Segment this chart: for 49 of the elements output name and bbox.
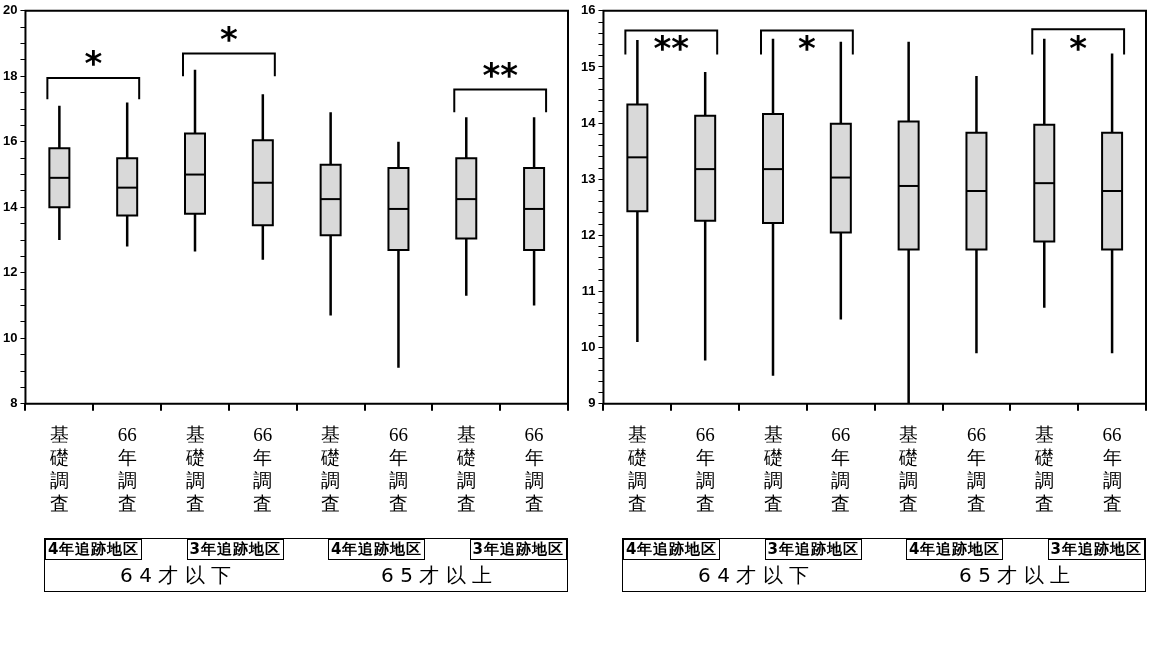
y-tick-label: 16	[2, 133, 18, 149]
annotation: **	[482, 54, 519, 95]
annotation: *	[220, 18, 239, 59]
x-tick-label: 66年調査	[524, 424, 544, 514]
y-tick-label: 14	[2, 198, 19, 214]
x-tick-label: 66年調査	[253, 424, 273, 514]
text: 6 4 才 以 下	[698, 562, 809, 589]
text: 4年追跡地区	[623, 539, 721, 560]
x-tick-label: 66年調査	[1102, 424, 1122, 514]
x-tick-label: 66年調査	[695, 424, 715, 514]
y-tick-label: 12	[580, 226, 596, 242]
text: 3年追跡地区	[186, 539, 284, 560]
x-tick-label: 基礎調査	[184, 424, 205, 514]
x-tick-label: 66年調査	[966, 424, 986, 514]
text: 4年追跡地区	[328, 539, 426, 560]
y-tick-label: 9	[588, 395, 596, 411]
x-tick-label: 基礎調査	[762, 424, 783, 514]
text: 3年追跡地区	[1047, 539, 1145, 560]
text: 4年追跡地区	[906, 539, 1004, 560]
y-tick-label: 15	[580, 58, 596, 74]
y-tick-label: 13	[580, 170, 596, 186]
annotation: *	[84, 43, 103, 84]
x-tick-label: 66年調査	[831, 424, 851, 514]
y-tick-label: 18	[2, 67, 18, 83]
annotation: *	[798, 28, 817, 69]
y-tick-label: 8	[10, 395, 18, 411]
y-tick-label: 16	[580, 2, 596, 18]
text: 6 5 才 以 上	[959, 562, 1070, 589]
x-tick-label: 基礎調査	[898, 424, 919, 514]
text: 3年追跡地区	[764, 539, 862, 560]
x-tick-label: 基礎調査	[455, 424, 476, 514]
y-tick-label: 11	[581, 283, 596, 299]
y-tick-label: 20	[2, 2, 18, 18]
x-tick-label: 66年調査	[388, 424, 408, 514]
y-tick-label: 12	[2, 264, 18, 280]
y-tick-label: 10	[580, 339, 596, 355]
x-tick-label: 基礎調査	[626, 424, 647, 514]
text: 6 4 才 以 下	[120, 562, 231, 589]
x-tick-label: 66年調査	[117, 424, 137, 514]
text: 3年追跡地区	[469, 539, 567, 560]
x-tick-label: 基礎調査	[48, 424, 69, 514]
text: 4年追跡地区	[45, 539, 143, 560]
text: 6 5 才 以 上	[381, 562, 492, 589]
annotation: **	[653, 28, 690, 69]
x-tick-label: 基礎調査	[1033, 424, 1054, 514]
y-tick-label: 14	[580, 114, 597, 130]
x-tick-label: 基礎調査	[320, 424, 341, 514]
y-tick-label: 10	[2, 329, 18, 345]
annotation: *	[1069, 28, 1088, 69]
